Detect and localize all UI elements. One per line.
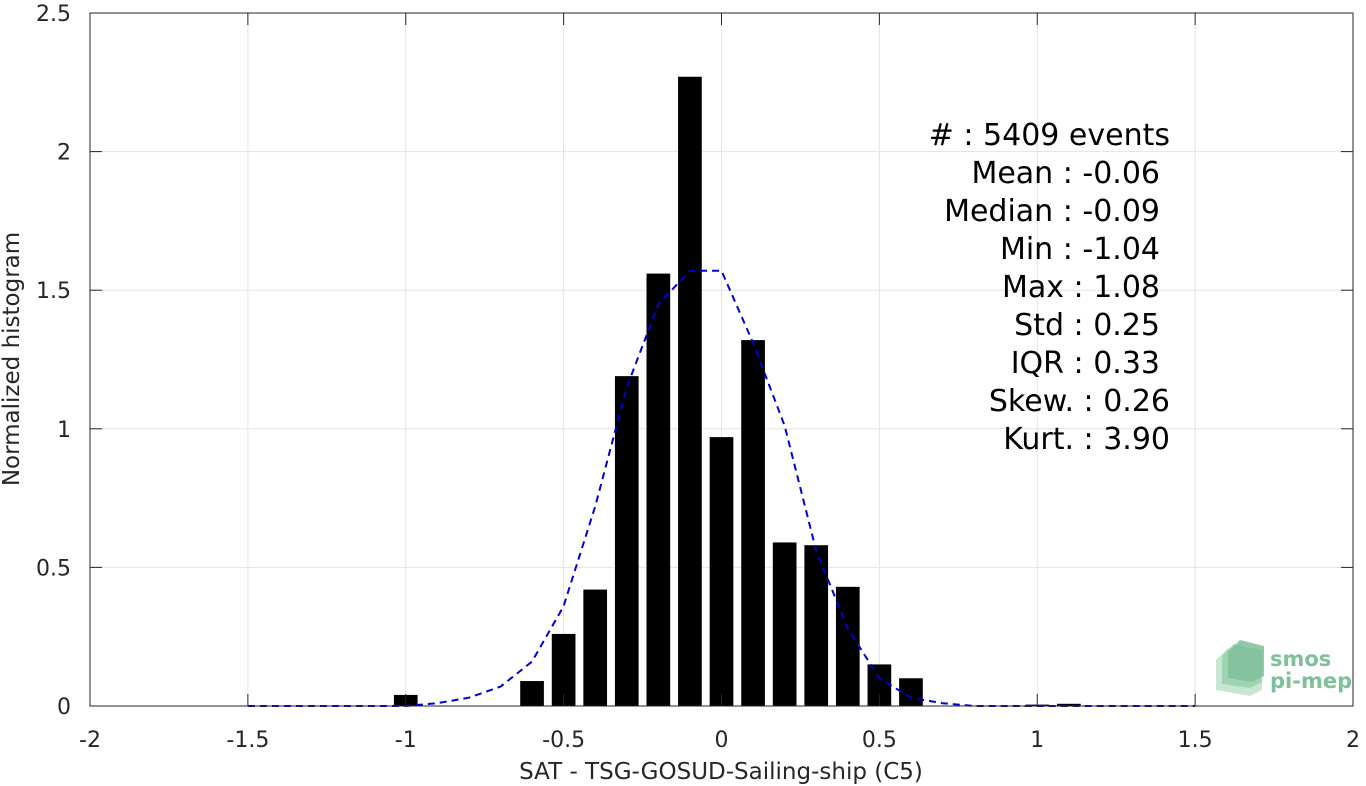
y-tick-label: 0	[57, 695, 71, 720]
histogram-bar	[835, 586, 860, 706]
axes-box	[89, 12, 1354, 707]
x-tick-label: -1.5	[226, 728, 269, 753]
y-tick-label: 1.5	[36, 279, 71, 304]
histogram-bar	[678, 76, 702, 707]
stat-value: 1.08	[1093, 270, 1160, 305]
histogram-bar	[551, 633, 576, 706]
stat-label: IQR	[1011, 346, 1064, 381]
stat-value: -1.04	[1082, 232, 1160, 267]
histogram-bar	[867, 664, 892, 706]
stat-label: Mean	[971, 156, 1053, 191]
x-tick-labels: -2 -1.5 -1 -0.5 0 0.5 1 1.5 2	[79, 728, 1360, 753]
histogram-bar	[520, 681, 544, 706]
stat-label: Skew.	[989, 384, 1074, 419]
stat-line: Median : -0.09	[944, 194, 1160, 229]
stat-value: 0.25	[1093, 308, 1160, 343]
y-tick-labels: 0 0.5 1 1.5 2 2.5	[36, 2, 71, 720]
histogram-bar	[646, 273, 671, 706]
x-tick-label: 1.5	[1178, 728, 1213, 753]
smos-pi-mep-logo: smos pi-mep	[1216, 640, 1352, 696]
histogram-bar	[583, 589, 608, 706]
logo-text-pi-mep: pi-mep	[1270, 669, 1352, 693]
stat-label: Std	[1014, 308, 1064, 343]
stat-label: Kurt.	[1003, 422, 1074, 457]
y-tick-label: 1	[57, 418, 71, 443]
y-tick-label: 0.5	[36, 556, 71, 581]
x-tick-label: 0	[715, 728, 729, 753]
y-tick-label: 2	[57, 141, 71, 166]
x-axis-label: SAT - TSG-GOSUD-Sailing-ship (C5)	[519, 759, 923, 785]
logo-mark-icon	[1216, 640, 1264, 696]
stat-label: Min	[1000, 232, 1053, 267]
stat-value: 3.90	[1103, 422, 1170, 457]
stat-line: Skew. : 0.26	[989, 384, 1170, 419]
y-axis-label: Normalized histogram	[0, 232, 25, 486]
stat-label: Median	[944, 194, 1053, 229]
x-tick-label: -1	[395, 728, 417, 753]
stat-line: Max : 1.08	[1002, 270, 1160, 305]
x-tick-label: -2	[79, 728, 101, 753]
x-tick-label: -0.5	[542, 728, 585, 753]
stat-line: Std : 0.25	[1014, 308, 1160, 343]
histogram-bars	[393, 76, 1081, 707]
histogram-bar	[1056, 703, 1081, 706]
histogram-bar	[772, 542, 797, 706]
stat-value: 0.26	[1103, 384, 1170, 419]
stat-value: 0.33	[1093, 346, 1160, 381]
stat-label: #	[929, 118, 964, 153]
stat-label: Max	[1002, 270, 1064, 305]
x-tick-label: 1	[1030, 728, 1044, 753]
x-tick-label: 2	[1346, 728, 1360, 753]
stat-value: -0.09	[1082, 194, 1160, 229]
stat-line: Min : -1.04	[1000, 232, 1160, 267]
logo-text-smos: smos	[1270, 647, 1331, 671]
stat-line: # : 5409 events	[929, 118, 1170, 153]
histogram-bar	[804, 545, 829, 706]
histogram-bar	[741, 340, 765, 706]
stat-line: IQR : 0.33	[1011, 346, 1160, 381]
stat-line: Mean : -0.06	[971, 156, 1160, 191]
stat-value: 5409 events	[983, 118, 1170, 153]
x-tick-label: 0.5	[862, 728, 897, 753]
stat-value: -0.06	[1082, 156, 1160, 191]
histogram-bar	[709, 437, 734, 706]
stat-line: Kurt. : 3.90	[1003, 422, 1170, 457]
histogram-bar	[614, 376, 639, 706]
histogram-bar	[899, 678, 923, 706]
y-tick-label: 2.5	[36, 2, 71, 27]
